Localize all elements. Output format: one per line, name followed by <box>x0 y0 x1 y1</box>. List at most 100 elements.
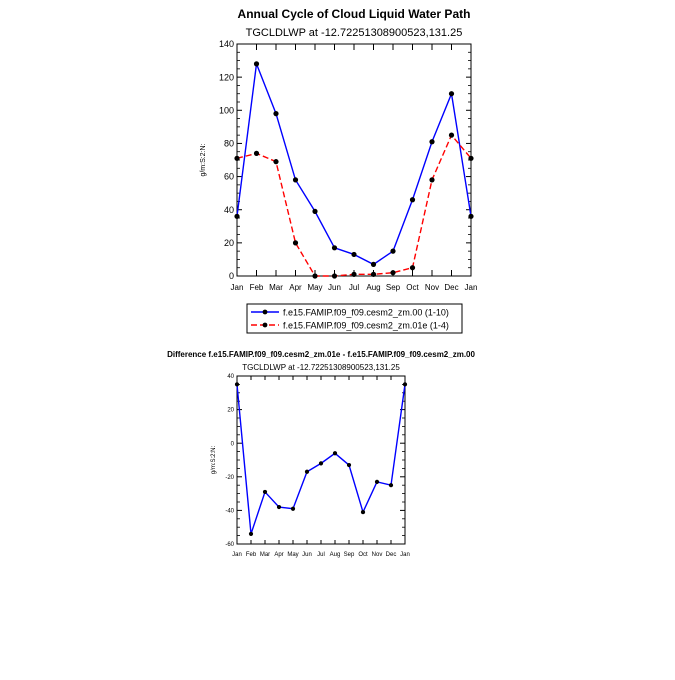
data-point <box>312 208 318 214</box>
legend-marker <box>262 309 268 315</box>
y-tick-label: 80 <box>224 139 234 149</box>
x-tick-label: Jul <box>317 552 325 558</box>
data-point <box>351 271 357 277</box>
legend: f.e15.FAMIP.f09_f09.cesm2_zm.00 (1-10) f.… <box>246 303 463 334</box>
plot-frame <box>236 375 406 545</box>
data-point <box>304 469 310 474</box>
data-point <box>248 531 254 537</box>
y-tick-label: -40 <box>225 509 234 515</box>
data-point <box>253 150 260 156</box>
data-point <box>312 273 318 279</box>
x-tick-label: Jun <box>302 552 312 558</box>
data-point <box>468 155 474 161</box>
data-point <box>253 61 260 67</box>
x-tick-label: Jan <box>231 283 244 292</box>
data-point <box>331 245 338 251</box>
x-tick-label: Jan <box>232 552 242 558</box>
y-tick-label: 40 <box>224 205 234 215</box>
series-1 <box>234 382 408 537</box>
chart-subtitle: TGCLDLWP at -12.72251308900523,131.25 <box>246 27 463 39</box>
y-tick-label: 140 <box>219 39 234 49</box>
data-point <box>292 240 299 246</box>
y-tick-label: 100 <box>219 105 234 115</box>
x-tick-label: Nov <box>425 283 439 292</box>
legend-label: f.e15.FAMIP.f09_f09.cesm2_zm.01e (1-4) <box>283 321 449 331</box>
x-tick-label: Jan <box>400 552 410 558</box>
data-point <box>448 91 455 97</box>
data-point <box>262 489 268 495</box>
data-point <box>402 382 408 387</box>
y-tick-label: 40 <box>227 374 234 380</box>
x-tick-label: May <box>287 552 298 558</box>
data-point <box>429 177 435 183</box>
legend-box <box>246 303 463 334</box>
chart-subtitle: TGCLDLWP at -12.72251308900523,131.25 <box>242 363 400 372</box>
y-axis-label: g/m:S:2:N: <box>211 445 217 474</box>
data-point <box>448 132 455 138</box>
x-tick-label: Sep <box>386 283 401 292</box>
x-tick-label: Sep <box>344 552 355 558</box>
x-tick-label: Mar <box>269 283 283 292</box>
x-tick-label: Dec <box>386 552 397 558</box>
series-2 <box>234 132 474 279</box>
y-axis-label: g/m:S:2:N: <box>200 143 207 176</box>
data-point <box>234 382 240 387</box>
data-point <box>292 177 299 183</box>
x-tick-label: May <box>307 283 322 292</box>
legend-label: f.e15.FAMIP.f09_f09.cesm2_zm.00 (1-10) <box>283 308 449 318</box>
data-point <box>390 248 396 254</box>
chart-title: Difference f.e15.FAMIP.f09_f09.cesm2_zm.… <box>167 350 475 359</box>
x-tick-label: Aug <box>366 283 380 292</box>
x-tick-label: Feb <box>246 552 257 558</box>
x-tick-label: Apr <box>274 552 283 558</box>
y-tick-label: 0 <box>231 441 235 447</box>
data-point <box>234 213 240 219</box>
data-point <box>360 509 366 515</box>
y-tick-label: 20 <box>224 238 234 248</box>
x-tick-label: Aug <box>330 552 341 558</box>
y-tick-label: 20 <box>227 408 234 414</box>
data-point <box>409 197 416 203</box>
data-point <box>370 271 377 277</box>
x-tick-label: Jun <box>328 283 341 292</box>
x-tick-label: Mar <box>260 552 270 558</box>
data-point <box>332 451 338 456</box>
data-point <box>374 479 380 484</box>
data-point <box>318 461 324 466</box>
data-point <box>276 504 282 510</box>
data-point <box>388 483 394 488</box>
chart-1: Annual Cycle of Cloud Liquid Water Path T… <box>200 7 477 334</box>
y-tick-label: 0 <box>229 271 234 281</box>
data-point <box>273 111 279 117</box>
x-tick-label: Oct <box>358 552 368 558</box>
y-tick-label: -20 <box>225 475 234 481</box>
x-tick-label: Feb <box>250 283 264 292</box>
data-point <box>234 155 240 161</box>
x-tick-label: Jul <box>349 283 359 292</box>
chart-2: Difference f.e15.FAMIP.f09_f09.cesm2_zm.… <box>167 350 475 558</box>
x-tick-label: Oct <box>406 283 419 292</box>
data-point <box>409 265 416 271</box>
series-1 <box>234 61 474 267</box>
series-line <box>236 63 472 266</box>
data-point <box>390 270 396 276</box>
y-tick-label: -60 <box>225 542 234 548</box>
chart-title: Annual Cycle of Cloud Liquid Water Path <box>238 7 471 21</box>
data-point <box>351 251 357 258</box>
data-point <box>429 139 435 145</box>
data-point <box>468 213 474 219</box>
x-tick-label: Dec <box>444 283 458 292</box>
data-point <box>370 261 377 267</box>
data-point <box>346 462 352 468</box>
data-point <box>331 273 338 279</box>
data-point <box>273 159 279 165</box>
y-tick-label: 60 <box>224 172 234 182</box>
y-tick-label: 120 <box>219 72 234 82</box>
x-tick-label: Apr <box>289 283 302 292</box>
legend-marker <box>262 322 268 328</box>
series-line <box>236 384 406 535</box>
data-point <box>290 506 296 511</box>
x-tick-label: Nov <box>372 552 383 558</box>
